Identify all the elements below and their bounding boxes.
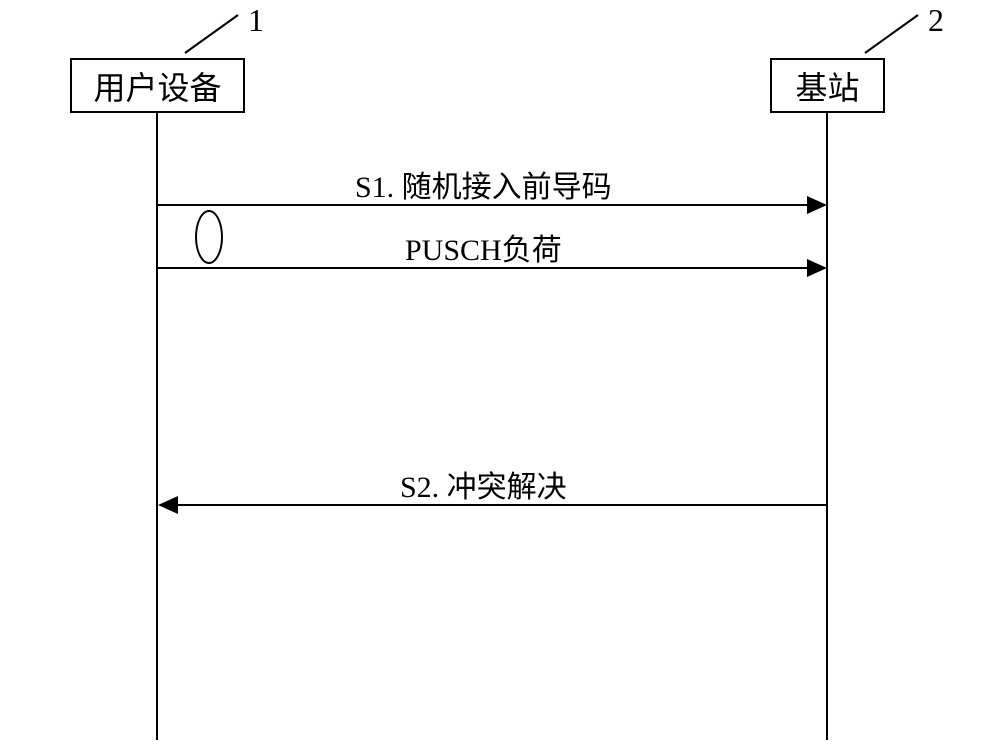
msg-pusch-label: PUSCH负荷 [405, 225, 562, 269]
msg-s2-arrowhead [158, 496, 178, 514]
msg-s1-label: S1. 随机接入前导码 [355, 162, 612, 206]
msg-s1-arrowhead [807, 196, 827, 214]
msg-s2-line [177, 504, 827, 506]
msg-pusch-arrowhead [807, 259, 827, 277]
msg-s2-label: S2. 冲突解决 [400, 462, 567, 506]
actor-left-number: 1 [248, 2, 264, 39]
actor-left-lifeline [156, 113, 158, 740]
actor-left-box: 用户设备 [70, 58, 245, 113]
actor-right-box: 基站 [770, 58, 885, 113]
actor-right-number: 2 [928, 2, 944, 39]
msg-pusch-line [158, 267, 808, 269]
msg-s1-line [158, 204, 808, 206]
actor-right-label: 基站 [795, 63, 859, 109]
sequence-diagram: 1 用户设备 2 基站 S1. 随机接入前导码 PUSCH负荷 S2. 冲突解决 [0, 0, 1000, 744]
grouping-ellipse [195, 210, 223, 264]
actor-left-label: 用户设备 [93, 63, 221, 109]
